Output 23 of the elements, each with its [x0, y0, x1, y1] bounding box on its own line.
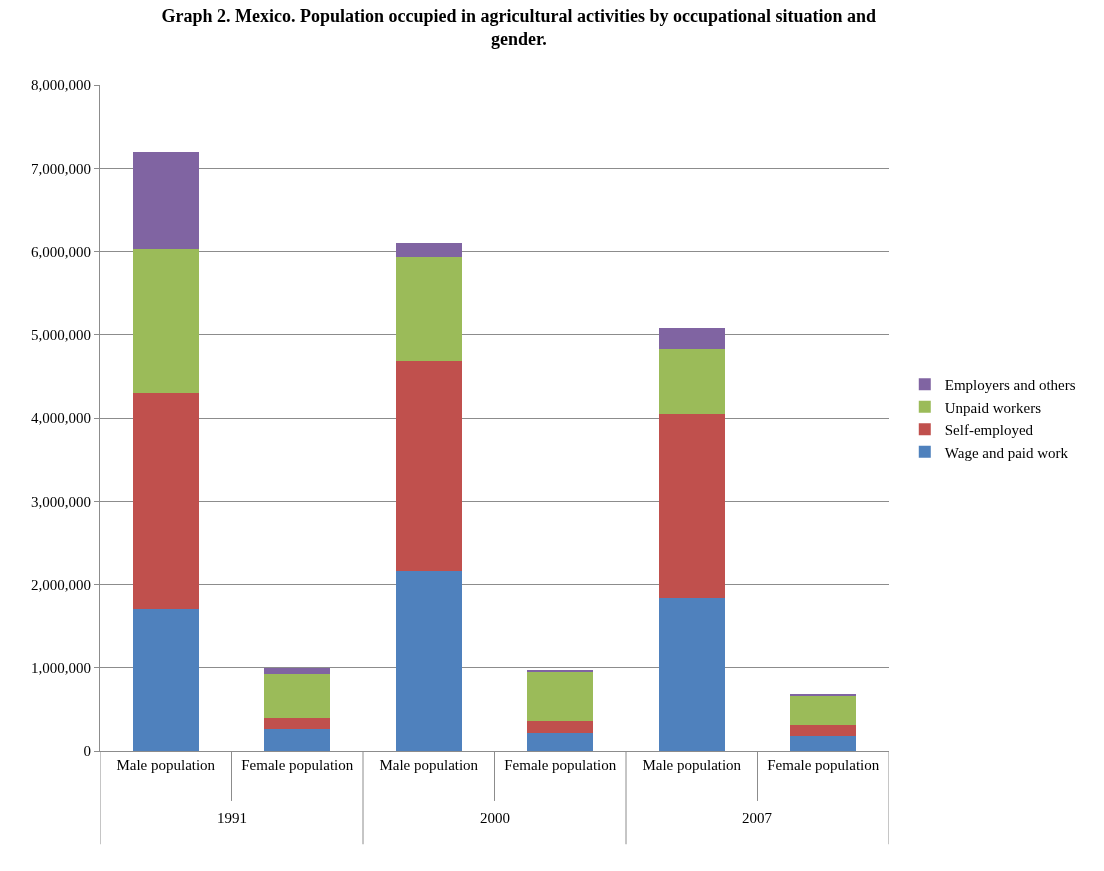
y-tick-label: 7,000,000: [31, 160, 91, 177]
text: 2000: [480, 810, 510, 826]
x-tick-label: Female population: [504, 757, 617, 773]
text: 1991: [217, 810, 247, 826]
chart-title: Graph 2. Mexico. Population occupied in agricultural activities by occupational situation and gender.: [161, 5, 877, 50]
legend-label: Employers and others: [944, 377, 1076, 394]
y-tick-label: 1,000,000: [31, 660, 91, 676]
y-tick-label: 4,000,000: [31, 410, 91, 427]
text: 2007: [742, 810, 773, 826]
x-tick-label: Male population: [116, 757, 216, 773]
x-tick-label: Female population: [241, 757, 354, 773]
y-tick-label: 0: [83, 743, 91, 760]
y-tick-label: 3,000,000: [31, 493, 91, 510]
legend-label: Self-employed: [944, 422, 1034, 439]
legend-label: Unpaid workers: [944, 399, 1042, 416]
y-tick-label: 8,000,000: [31, 77, 91, 94]
y-tick-label: 5,000,000: [31, 327, 91, 343]
x-tick-label: Female population: [767, 757, 880, 773]
legend-label: Wage and paid work: [944, 444, 1069, 461]
x-tick-label: Male population: [379, 757, 479, 773]
x-tick-label: Male population: [642, 757, 742, 773]
y-tick-label: 2,000,000: [31, 576, 91, 593]
y-tick-label: 6,000,000: [31, 243, 91, 260]
